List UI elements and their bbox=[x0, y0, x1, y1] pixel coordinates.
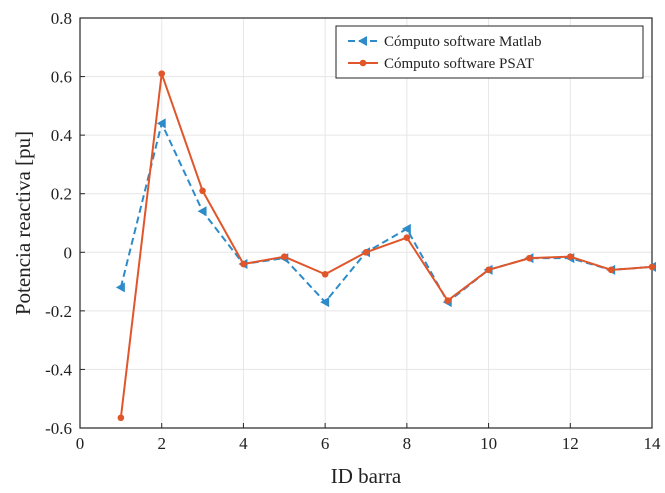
data-point bbox=[648, 263, 656, 271]
data-point bbox=[158, 70, 166, 77]
y-tick-label: 0.8 bbox=[51, 9, 72, 28]
series-line bbox=[119, 122, 653, 304]
x-tick-label: 0 bbox=[76, 434, 85, 453]
data-point bbox=[359, 59, 367, 67]
y-tick-label: 0.2 bbox=[51, 185, 72, 204]
data-point bbox=[358, 36, 367, 46]
series-lines bbox=[115, 70, 656, 422]
legend-label: Cómputo software Matlab bbox=[384, 34, 541, 50]
x-tick-label: 2 bbox=[157, 434, 166, 453]
x-tick-label: 6 bbox=[321, 434, 330, 453]
data-point bbox=[321, 270, 329, 278]
data-point bbox=[485, 266, 492, 274]
series-group bbox=[115, 118, 656, 308]
x-tick-label: 14 bbox=[644, 434, 662, 453]
y-tick-label: -0.6 bbox=[45, 419, 72, 438]
legend-entries: Cómputo software Matlab Cómputo software … bbox=[348, 34, 541, 72]
series-line bbox=[119, 72, 653, 418]
legend-label: Cómputo software PSAT bbox=[384, 56, 534, 72]
data-point bbox=[444, 297, 452, 304]
data-point bbox=[156, 118, 166, 129]
grid bbox=[79, 17, 653, 429]
x-axis-title: ID barra bbox=[331, 464, 402, 488]
y-tick-label: 0.6 bbox=[51, 68, 72, 87]
series-group bbox=[117, 70, 656, 422]
x-tick-label: 8 bbox=[403, 434, 412, 453]
data-point bbox=[117, 414, 125, 422]
x-tick-label: 4 bbox=[239, 434, 248, 453]
legend-box bbox=[335, 25, 644, 79]
data-point bbox=[607, 266, 615, 274]
data-point bbox=[240, 260, 247, 268]
data-point bbox=[401, 223, 411, 234]
y-tick-label: -0.4 bbox=[45, 360, 72, 379]
data-point bbox=[526, 254, 533, 262]
axis-ticks: 0 2 4 6 8 10 12 14 -0.6 -0.4 -0.2 0 0.2 0.4 0.6 0.8 bbox=[45, 9, 661, 453]
data-point bbox=[199, 187, 206, 195]
y-tick-label: 0.4 bbox=[51, 126, 73, 145]
data-point bbox=[197, 206, 207, 217]
data-point bbox=[403, 234, 411, 241]
data-point bbox=[280, 253, 288, 260]
y-axis-title: Potencia reactiva [pu] bbox=[11, 131, 35, 315]
plot-area bbox=[79, 17, 653, 429]
data-point bbox=[320, 297, 330, 308]
x-tick-label: 10 bbox=[480, 434, 497, 453]
legend: Cómputo software Matlab Cómputo software … bbox=[335, 25, 644, 79]
data-point bbox=[115, 282, 125, 293]
x-tick-label: 12 bbox=[562, 434, 579, 453]
data-point bbox=[362, 248, 370, 256]
y-tick-label: -0.2 bbox=[45, 302, 72, 321]
y-tick-label: 0 bbox=[64, 243, 73, 262]
data-point bbox=[566, 253, 574, 260]
